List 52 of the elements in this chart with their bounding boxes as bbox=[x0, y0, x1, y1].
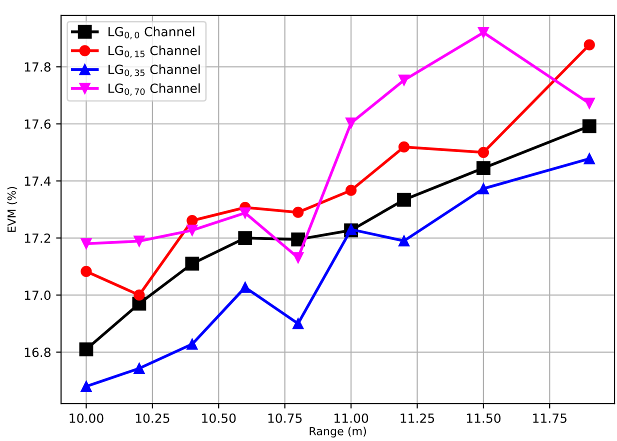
y-tick-label: 17.2 bbox=[24, 233, 50, 243]
legend-label: LG$_{0,15}$ Channel bbox=[108, 46, 200, 58]
point bbox=[584, 39, 595, 50]
x-tick-label: 10.50 bbox=[202, 413, 236, 423]
y-tick-label: 17.0 bbox=[24, 290, 51, 300]
point bbox=[345, 117, 357, 129]
x-tick-label: 11.50 bbox=[466, 413, 501, 423]
point bbox=[292, 252, 304, 264]
x-tick-label: 10.75 bbox=[268, 413, 302, 423]
legend-label: LG$_{0,35}$ Channel bbox=[108, 64, 200, 77]
legend-label: LG$_{0,70}$ Channel bbox=[108, 83, 200, 96]
point bbox=[80, 238, 92, 250]
point bbox=[398, 141, 410, 153]
y-tick-label: 17.4 bbox=[24, 176, 51, 186]
point bbox=[186, 224, 198, 236]
x-tick-label: 11.25 bbox=[400, 413, 434, 423]
point bbox=[291, 232, 306, 246]
point bbox=[476, 161, 490, 176]
point bbox=[397, 192, 411, 207]
y-axis-title: EVM (%) bbox=[7, 186, 18, 232]
point bbox=[238, 231, 252, 245]
point bbox=[582, 119, 596, 134]
point bbox=[398, 74, 410, 86]
y-tick-label: 17.6 bbox=[24, 119, 51, 129]
point bbox=[478, 27, 490, 38]
point bbox=[186, 338, 198, 350]
point bbox=[292, 318, 304, 330]
point bbox=[478, 183, 490, 194]
x-tick-label: 10.00 bbox=[70, 413, 104, 423]
point bbox=[134, 362, 145, 374]
x-tick-label: 10.25 bbox=[136, 413, 170, 423]
y-tick-label: 17.8 bbox=[24, 62, 51, 72]
point bbox=[478, 146, 490, 158]
point bbox=[186, 215, 198, 226]
point bbox=[80, 380, 92, 392]
x-axis-title: Range (m) bbox=[310, 426, 366, 438]
x-tick-label: 11.75 bbox=[533, 414, 566, 423]
point bbox=[345, 184, 357, 196]
point bbox=[292, 206, 304, 218]
y-tick-label: 16.8 bbox=[24, 348, 51, 358]
point bbox=[584, 153, 595, 164]
point bbox=[79, 342, 94, 356]
point bbox=[584, 98, 595, 109]
x-tick-label: 11.00 bbox=[334, 413, 368, 423]
point bbox=[240, 207, 251, 218]
point bbox=[185, 256, 200, 271]
legend-label: LG$_{0,0}$ Channel bbox=[108, 26, 194, 40]
point bbox=[134, 290, 145, 301]
point bbox=[240, 282, 251, 293]
point bbox=[80, 266, 92, 277]
point bbox=[134, 236, 145, 247]
point bbox=[398, 235, 410, 246]
